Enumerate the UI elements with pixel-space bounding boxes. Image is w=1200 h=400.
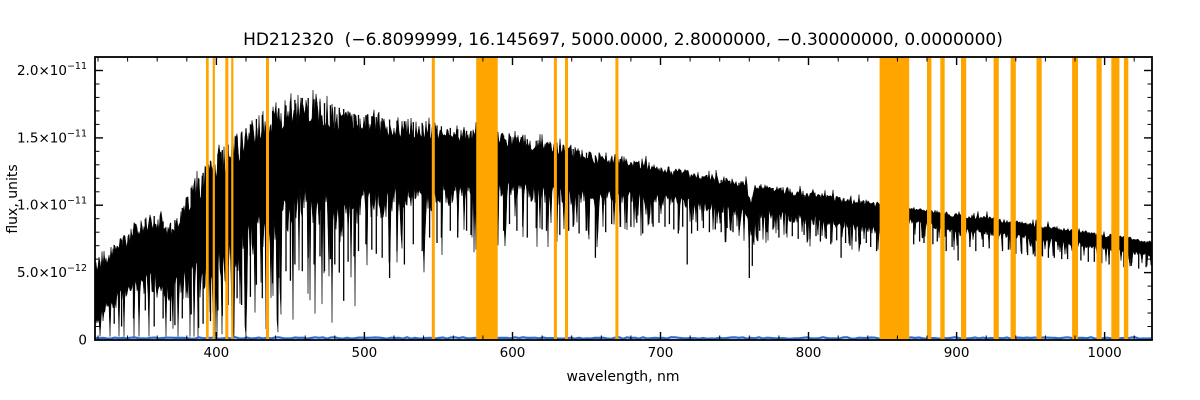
spectrum-series-layer bbox=[94, 90, 1153, 337]
masked-band bbox=[1096, 57, 1102, 340]
x-tick-label: 1000 bbox=[1087, 345, 1121, 361]
error-series-layer bbox=[94, 336, 1152, 340]
masked-band bbox=[1072, 57, 1078, 340]
x-tick-label: 800 bbox=[796, 345, 822, 361]
masked-band bbox=[476, 57, 498, 340]
y-tick-label: 2.0×10−11 bbox=[17, 61, 87, 79]
axes-layer: 400 500 600 700 800 900 1000 0 5.0×10−12 1.0×10−1… bbox=[17, 56, 1153, 361]
y-axis-label: flux, units bbox=[5, 164, 21, 233]
y-tick-label: 0 bbox=[78, 333, 87, 349]
masked-band bbox=[553, 57, 557, 340]
masked-band bbox=[212, 57, 215, 340]
y-tick-label: 5.0×10−12 bbox=[17, 263, 87, 281]
y-tick-label: 1.0×10−11 bbox=[17, 196, 87, 214]
x-tick-label: 500 bbox=[352, 345, 378, 361]
chart-title: HD212320 (−6.8099999, 16.145697, 5000.00… bbox=[243, 30, 1003, 50]
x-tick-label: 700 bbox=[648, 345, 674, 361]
masked-band bbox=[879, 57, 910, 340]
plot-frame bbox=[94, 56, 1153, 341]
masked-band bbox=[940, 57, 945, 340]
masked-band bbox=[961, 57, 967, 340]
masked-band bbox=[231, 57, 234, 340]
masked-band bbox=[225, 57, 229, 340]
masked-band bbox=[1010, 57, 1016, 340]
masked-band bbox=[1036, 57, 1042, 340]
x-axis-label: wavelength, nm bbox=[567, 369, 680, 385]
spectrum-trace bbox=[94, 90, 1153, 337]
masked-bands-layer bbox=[206, 57, 1129, 340]
masked-band bbox=[993, 57, 999, 340]
masked-band bbox=[206, 57, 209, 340]
masked-band bbox=[431, 57, 435, 340]
y-tick-label: 1.5×10−11 bbox=[17, 128, 87, 146]
x-tick-label: 600 bbox=[500, 345, 526, 361]
x-tick-label: 900 bbox=[944, 345, 970, 361]
masked-band bbox=[1111, 57, 1120, 340]
error-trace bbox=[94, 336, 1152, 340]
x-tick-label: 400 bbox=[204, 345, 230, 361]
masked-band bbox=[1123, 57, 1129, 340]
masked-band bbox=[565, 57, 568, 340]
masked-band bbox=[615, 57, 619, 340]
masked-band bbox=[927, 57, 932, 340]
masked-band bbox=[266, 57, 269, 340]
